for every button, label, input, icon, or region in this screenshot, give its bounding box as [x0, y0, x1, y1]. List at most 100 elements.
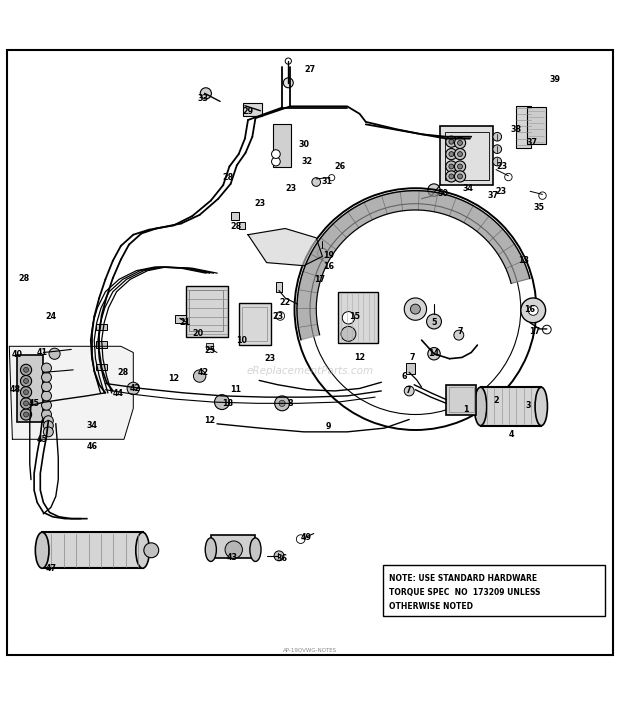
Circle shape	[341, 326, 356, 341]
Text: 44: 44	[112, 389, 123, 398]
Circle shape	[24, 390, 29, 395]
Circle shape	[458, 164, 463, 169]
Ellipse shape	[136, 532, 149, 568]
Text: 16: 16	[323, 262, 334, 271]
Text: 18: 18	[223, 399, 234, 407]
Circle shape	[20, 409, 32, 420]
Bar	[527, 107, 546, 145]
Circle shape	[42, 410, 51, 419]
Text: 15: 15	[349, 312, 360, 321]
Bar	[96, 341, 107, 348]
Circle shape	[24, 367, 29, 372]
Text: 25: 25	[204, 345, 215, 355]
Text: 12: 12	[168, 374, 179, 383]
Text: 28: 28	[230, 221, 241, 231]
Circle shape	[49, 348, 60, 360]
Text: 23: 23	[286, 184, 297, 192]
Text: 23: 23	[264, 354, 275, 363]
Circle shape	[454, 330, 464, 340]
Text: NOTE: USE STANDARD HARDWARE: NOTE: USE STANDARD HARDWARE	[389, 575, 538, 583]
Text: 7: 7	[410, 353, 415, 362]
Text: AP-19QVWG-NOTES: AP-19QVWG-NOTES	[283, 648, 337, 653]
Text: 42: 42	[198, 368, 209, 377]
Polygon shape	[297, 190, 530, 340]
Circle shape	[449, 139, 454, 145]
Text: 28: 28	[18, 274, 29, 283]
Text: 13: 13	[518, 256, 529, 265]
Circle shape	[200, 87, 211, 99]
Circle shape	[24, 412, 29, 417]
Ellipse shape	[474, 387, 487, 426]
Bar	[186, 286, 228, 337]
Bar	[445, 132, 489, 180]
Text: 10: 10	[236, 336, 247, 345]
Text: 4: 4	[509, 430, 514, 439]
Text: 22: 22	[280, 298, 291, 307]
Circle shape	[428, 184, 440, 196]
Circle shape	[215, 395, 229, 410]
Bar	[211, 535, 255, 558]
Circle shape	[20, 398, 32, 409]
Text: 12: 12	[204, 416, 215, 425]
Text: 7: 7	[405, 386, 410, 396]
Text: 30: 30	[298, 140, 309, 149]
Circle shape	[427, 314, 441, 329]
Text: OTHERWISE NOTED: OTHERWISE NOTED	[389, 601, 473, 611]
Text: 34: 34	[86, 421, 97, 430]
Bar	[96, 364, 107, 370]
Bar	[175, 315, 186, 323]
Text: 34: 34	[463, 184, 474, 193]
Circle shape	[42, 363, 51, 373]
Text: 39: 39	[549, 75, 560, 84]
Circle shape	[312, 178, 321, 186]
Circle shape	[539, 192, 546, 200]
Text: 9: 9	[326, 422, 331, 431]
Circle shape	[283, 78, 293, 87]
Circle shape	[24, 379, 29, 384]
Bar	[239, 303, 271, 345]
Circle shape	[458, 140, 463, 145]
Text: 43: 43	[227, 553, 238, 562]
Circle shape	[493, 133, 502, 141]
Circle shape	[42, 381, 51, 391]
Circle shape	[446, 161, 457, 172]
Text: 8: 8	[287, 399, 293, 407]
Text: 17: 17	[529, 327, 540, 336]
Circle shape	[458, 152, 463, 157]
Text: 42: 42	[130, 384, 141, 393]
Bar	[440, 126, 493, 185]
Text: 2: 2	[493, 396, 499, 405]
Circle shape	[279, 400, 285, 407]
Text: 40: 40	[12, 350, 23, 360]
Circle shape	[144, 543, 159, 558]
Polygon shape	[248, 228, 322, 266]
Circle shape	[42, 391, 51, 401]
Bar	[446, 385, 476, 415]
Circle shape	[493, 145, 502, 154]
Text: 3: 3	[526, 400, 531, 410]
Text: 16: 16	[525, 305, 536, 314]
Text: 19: 19	[323, 251, 334, 259]
Text: 5: 5	[432, 318, 436, 327]
Text: 46: 46	[86, 442, 97, 451]
Text: 23: 23	[272, 312, 283, 321]
Text: 45: 45	[29, 399, 40, 407]
Ellipse shape	[535, 387, 547, 426]
Bar	[189, 290, 223, 331]
Bar	[239, 222, 245, 228]
Bar	[480, 387, 541, 426]
Circle shape	[276, 312, 285, 320]
Bar	[231, 212, 239, 220]
Circle shape	[458, 174, 463, 179]
Bar	[406, 363, 415, 374]
Text: 41: 41	[37, 348, 48, 357]
Text: 1: 1	[464, 405, 469, 414]
Text: 32: 32	[302, 157, 313, 166]
Bar	[516, 106, 531, 148]
Text: 6: 6	[402, 372, 407, 381]
Text: eReplacementParts.com: eReplacementParts.com	[246, 366, 374, 376]
Circle shape	[410, 304, 420, 314]
Text: TORQUE SPEC  NO  173209 UNLESS: TORQUE SPEC NO 173209 UNLESS	[389, 588, 541, 597]
Circle shape	[225, 541, 242, 558]
Circle shape	[505, 173, 512, 180]
